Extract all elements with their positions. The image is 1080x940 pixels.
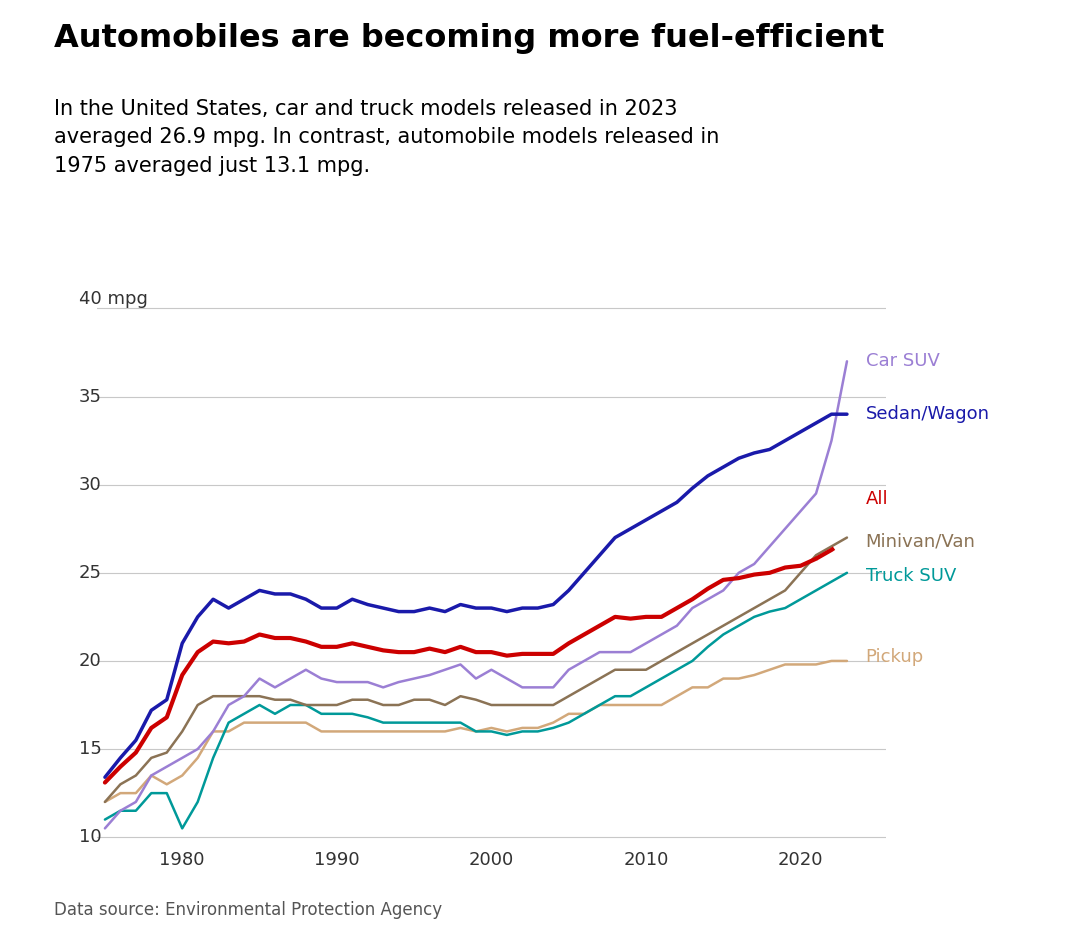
- Text: 35: 35: [79, 387, 102, 405]
- Text: Sedan/Wagon: Sedan/Wagon: [865, 405, 989, 423]
- Text: 15: 15: [79, 740, 102, 758]
- Text: Minivan/Van: Minivan/Van: [865, 532, 975, 550]
- Text: Data source: Environmental Protection Agency: Data source: Environmental Protection Ag…: [54, 901, 442, 919]
- Text: 40 mpg: 40 mpg: [79, 290, 148, 308]
- Text: 25: 25: [79, 564, 102, 582]
- Text: Automobiles are becoming more fuel-efficient: Automobiles are becoming more fuel-effic…: [54, 24, 885, 55]
- Text: 20: 20: [79, 652, 102, 670]
- Text: Pickup: Pickup: [865, 649, 923, 666]
- Text: Car SUV: Car SUV: [865, 352, 940, 370]
- Text: 30: 30: [79, 476, 102, 494]
- Text: All: All: [865, 490, 888, 508]
- Text: 10: 10: [79, 828, 102, 846]
- Text: Truck SUV: Truck SUV: [865, 568, 956, 586]
- Text: In the United States, car and truck models released in 2023
averaged 26.9 mpg. I: In the United States, car and truck mode…: [54, 99, 719, 177]
